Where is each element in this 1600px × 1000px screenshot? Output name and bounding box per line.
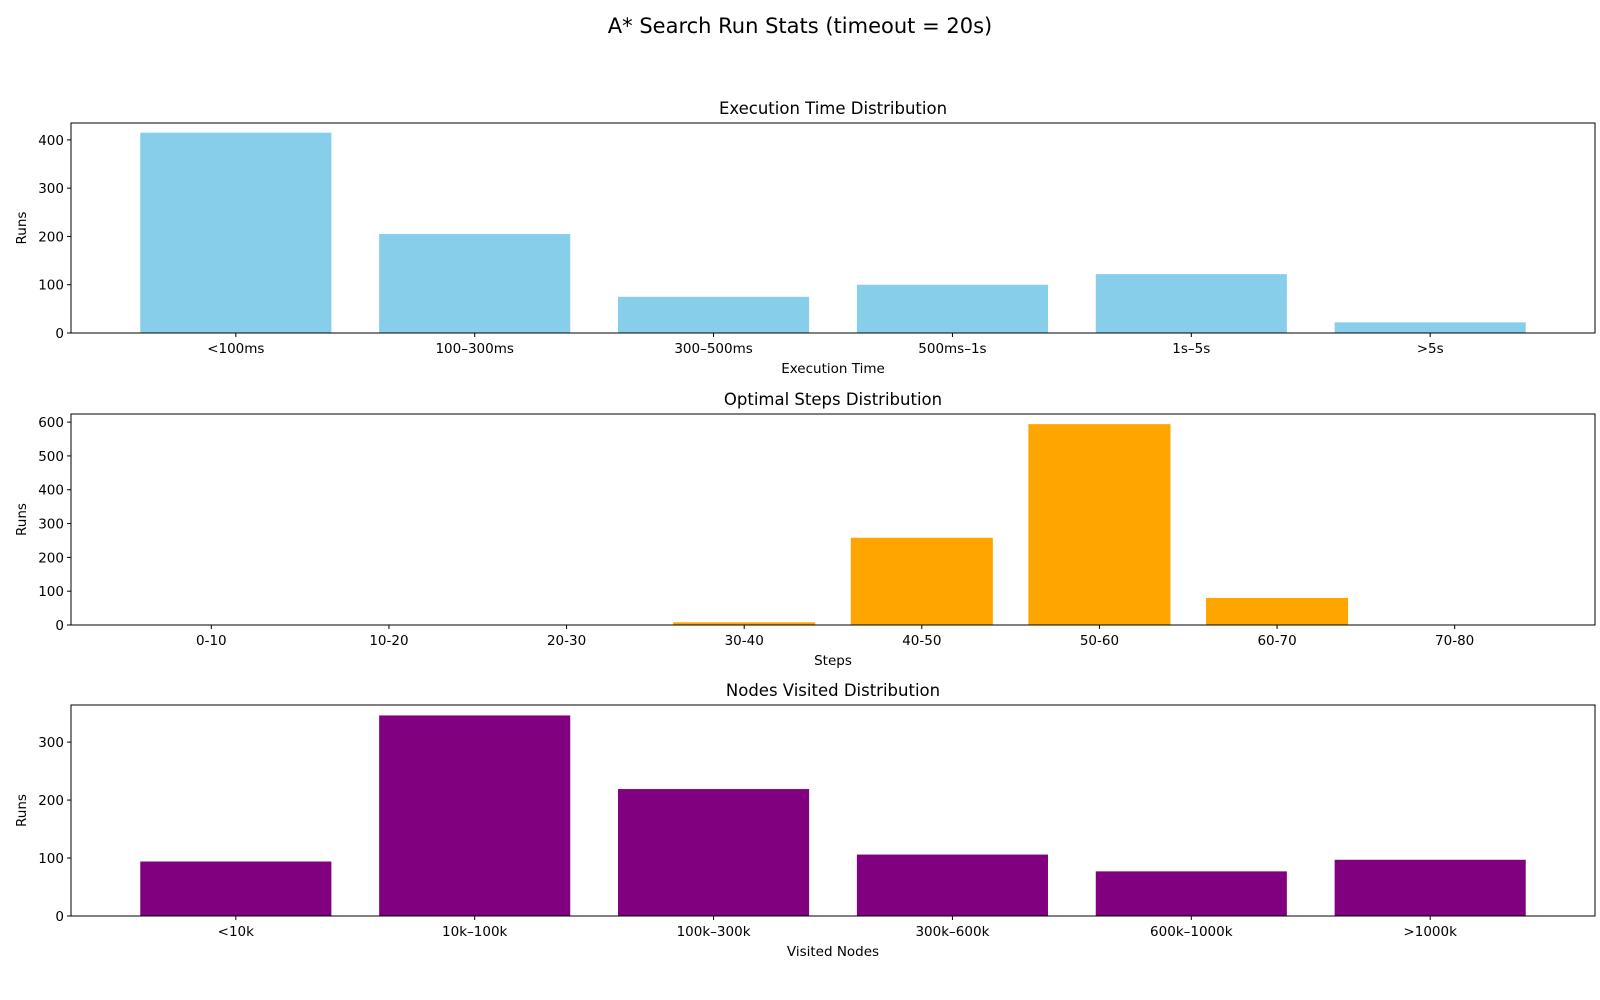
bar-3-6 bbox=[1334, 859, 1526, 916]
y-tick-label: 0 bbox=[55, 909, 64, 925]
x-axis-label: Visited Nodes bbox=[787, 944, 879, 960]
axes-frame bbox=[70, 122, 1596, 334]
y-tick-label: 400 bbox=[38, 133, 64, 149]
bar-3-5 bbox=[1095, 871, 1287, 916]
y-tick-label: 500 bbox=[38, 449, 64, 465]
y-tick-label: 0 bbox=[55, 326, 64, 342]
x-tick-label: 50-60 bbox=[1080, 633, 1119, 649]
bar-1-5 bbox=[1095, 274, 1287, 333]
axes-frame bbox=[70, 704, 1596, 917]
x-tick-label: <10k bbox=[218, 924, 254, 940]
x-tick-label: 300–500ms bbox=[674, 341, 752, 357]
y-tick-label: 600 bbox=[38, 415, 64, 431]
figure-title: A* Search Run Stats (timeout = 20s) bbox=[607, 14, 993, 38]
x-axis-label: Execution Time bbox=[781, 361, 885, 377]
y-tick-label: 300 bbox=[38, 181, 64, 197]
y-tick-label: 0 bbox=[55, 618, 64, 634]
bar-1-2 bbox=[379, 234, 571, 333]
x-tick-label: 0-10 bbox=[196, 633, 227, 649]
y-tick-label: 200 bbox=[38, 550, 64, 566]
bar-3-2 bbox=[379, 715, 571, 916]
x-tick-label: 600k–1000k bbox=[1150, 924, 1233, 940]
y-axis-label: Runs bbox=[14, 794, 30, 827]
x-tick-label: 70-80 bbox=[1435, 633, 1474, 649]
x-tick-label: 10-20 bbox=[369, 633, 408, 649]
bar-3-3 bbox=[618, 789, 810, 916]
panel-title: Nodes Visited Distribution bbox=[726, 681, 940, 700]
y-tick-label: 400 bbox=[38, 483, 64, 499]
x-axis-label: Steps bbox=[814, 653, 852, 669]
y-tick-label: 200 bbox=[38, 793, 64, 809]
x-tick-label: 300k–600k bbox=[915, 924, 989, 940]
x-tick-label: 100–300ms bbox=[435, 341, 513, 357]
x-tick-label: 60-70 bbox=[1257, 633, 1296, 649]
bar-2-7 bbox=[1206, 597, 1349, 625]
y-tick-label: 100 bbox=[38, 278, 64, 294]
x-tick-label: 1s–5s bbox=[1172, 341, 1210, 357]
y-tick-label: 200 bbox=[38, 229, 64, 245]
x-tick-label: 10k–100k bbox=[442, 924, 508, 940]
y-axis-label: Runs bbox=[14, 503, 30, 536]
x-tick-label: 30-40 bbox=[725, 633, 764, 649]
bar-1-6 bbox=[1334, 322, 1526, 333]
y-tick-label: 100 bbox=[38, 584, 64, 600]
bar-3-4 bbox=[856, 854, 1048, 916]
y-axis-label: Runs bbox=[14, 212, 30, 245]
axes-frame bbox=[70, 413, 1596, 626]
x-tick-label: >1000k bbox=[1403, 924, 1457, 940]
x-tick-label: 500ms–1s bbox=[918, 341, 986, 357]
bar-1-1 bbox=[140, 132, 332, 333]
bar-1-3 bbox=[618, 296, 810, 333]
bar-3-1 bbox=[140, 861, 332, 916]
bar-2-6 bbox=[1028, 424, 1171, 625]
x-tick-label: 100k–300k bbox=[677, 924, 751, 940]
x-tick-label: 40-50 bbox=[902, 633, 941, 649]
panel-title: Execution Time Distribution bbox=[719, 99, 947, 118]
panel-title: Optimal Steps Distribution bbox=[724, 390, 942, 409]
bar-1-4 bbox=[856, 284, 1048, 333]
y-tick-label: 100 bbox=[38, 851, 64, 867]
bar-2-5 bbox=[850, 537, 993, 625]
y-tick-label: 300 bbox=[38, 735, 64, 751]
x-tick-label: >5s bbox=[1417, 341, 1444, 357]
bar-2-4 bbox=[673, 622, 816, 625]
y-tick-label: 300 bbox=[38, 517, 64, 533]
x-tick-label: <100ms bbox=[207, 341, 264, 357]
x-tick-label: 20-30 bbox=[547, 633, 586, 649]
